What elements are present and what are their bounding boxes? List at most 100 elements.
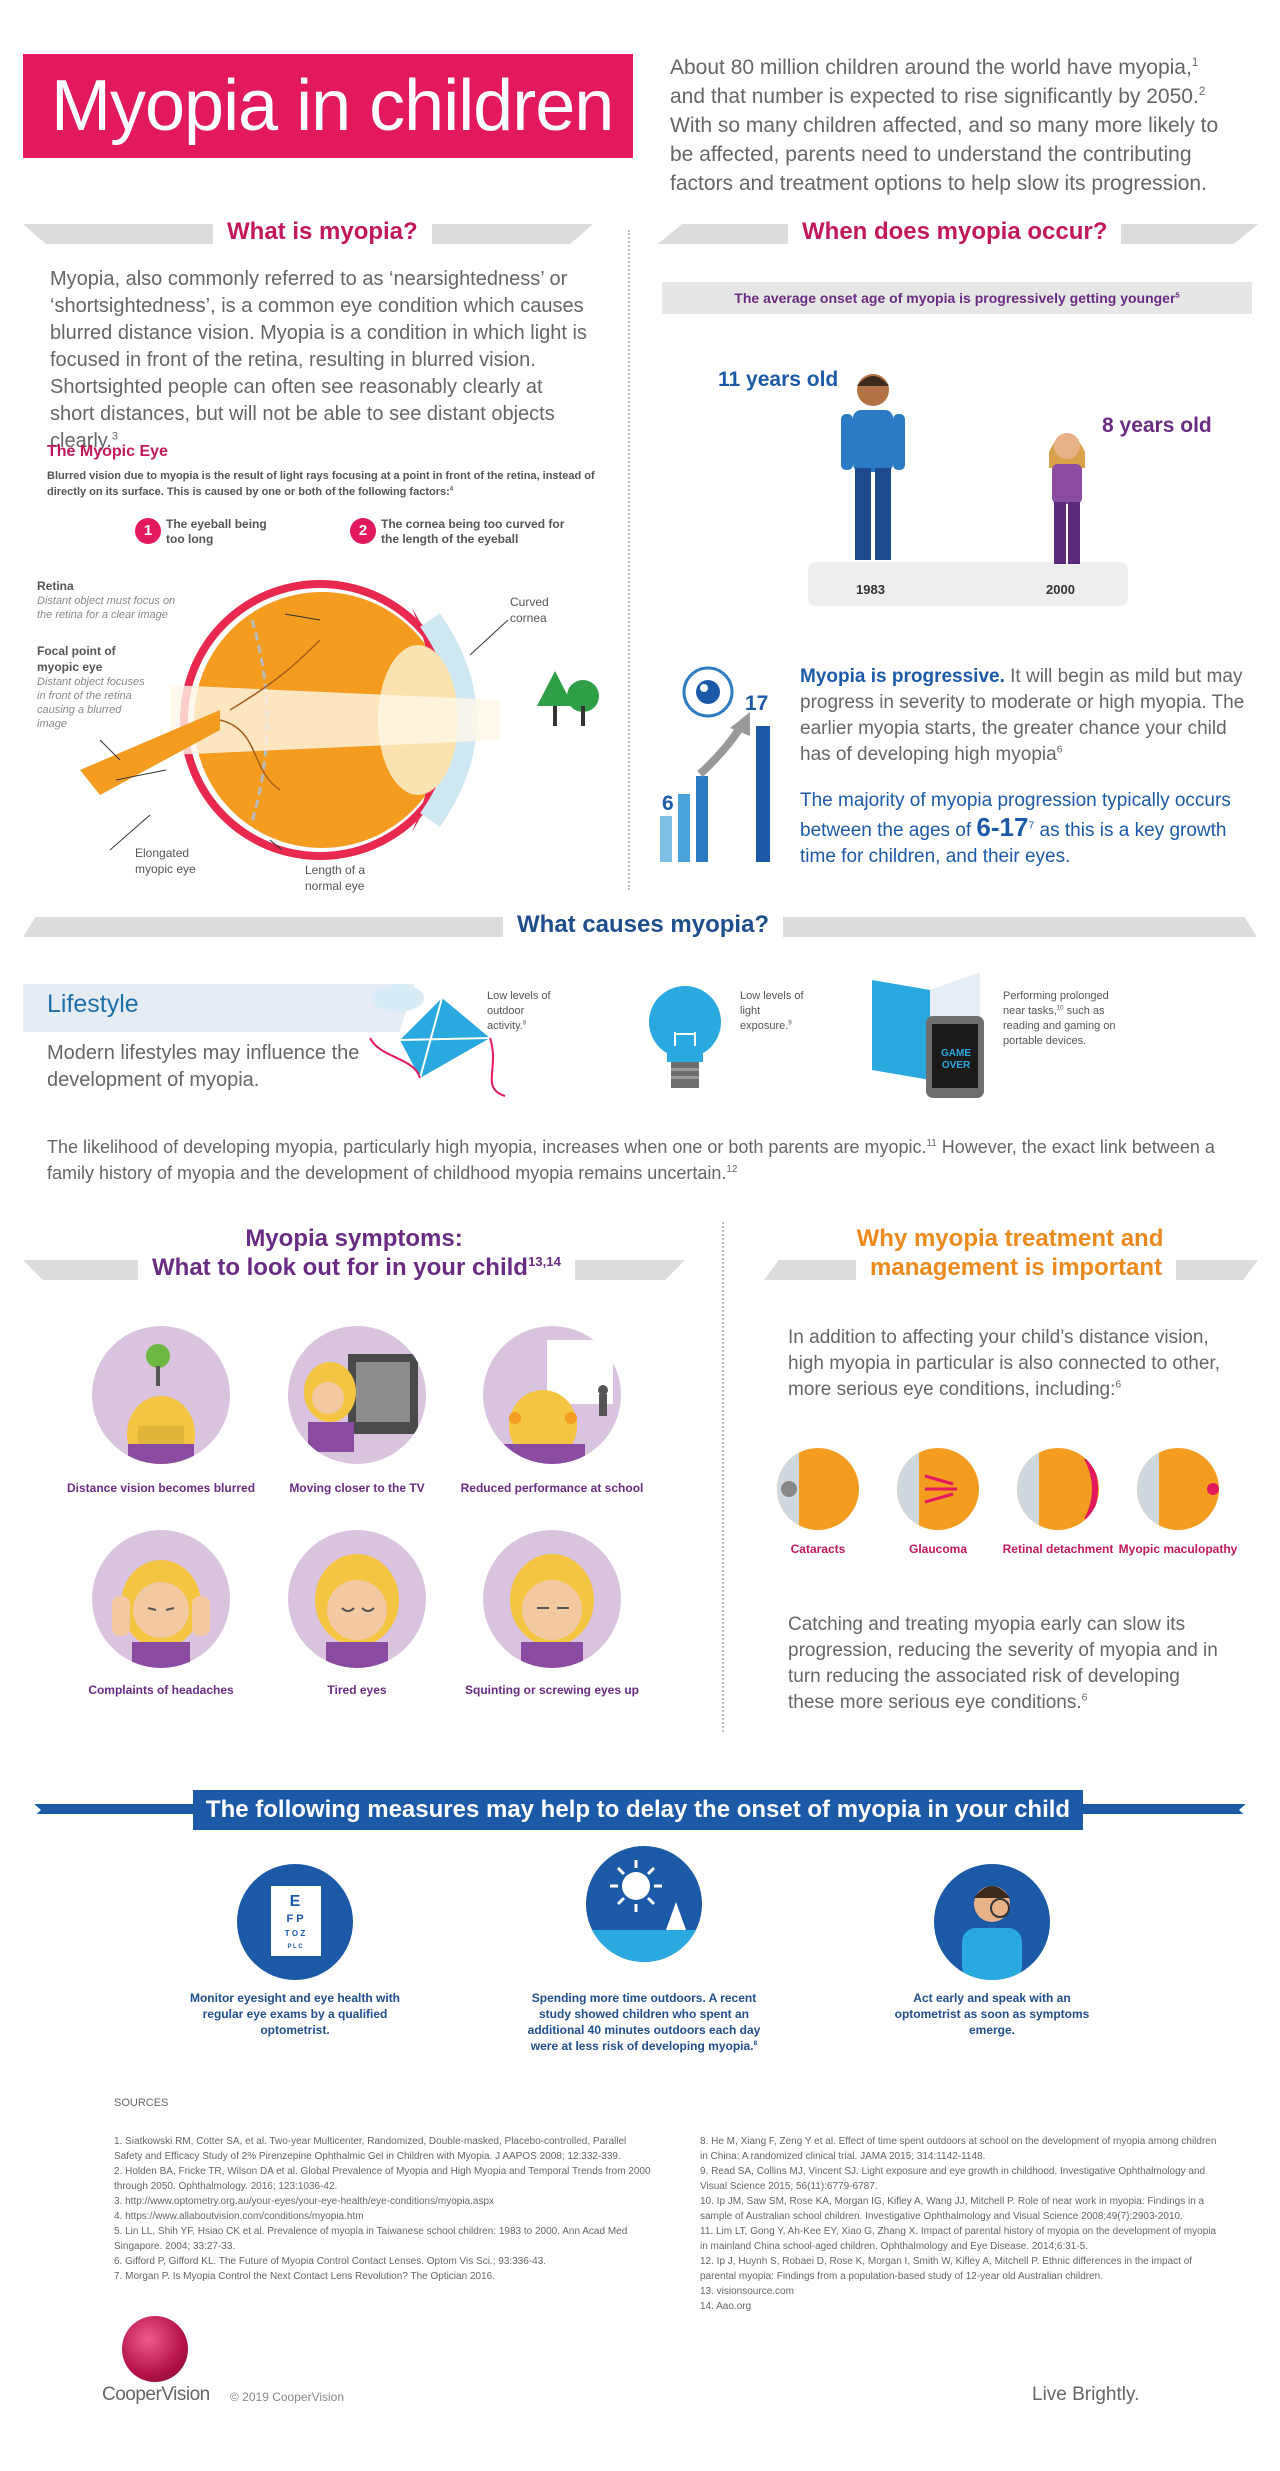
near-tasks-text: Performing prolonged near tasks,10 such … [1003, 990, 1116, 1047]
girl-illustration [1049, 433, 1085, 564]
condition-label: Retinal detachment [1002, 1542, 1114, 1556]
coopervision-logo-icon [122, 2316, 188, 2382]
normal-eye-length-label: Length of a normal eye [305, 863, 366, 893]
curved-cornea-label: Curved cornea [510, 595, 549, 625]
page-title: Myopia in children [23, 54, 633, 158]
myopic-eye-heading: The Myopic Eye [47, 443, 168, 460]
glaucoma-icon [897, 1448, 979, 1530]
why-intro-text: In addition to affecting your child’s di… [788, 1327, 1220, 1400]
symptom-tv-closer-icon [288, 1326, 426, 1464]
focal-point-label: Focal point of myopic eye Distant object… [37, 644, 145, 730]
column-divider [628, 230, 630, 890]
why-closing-text: Catching and treating myopia early can s… [788, 1614, 1218, 1713]
source-item: 3. http://www.optometry.org.au/your-eyes… [114, 2196, 494, 2207]
column-divider [722, 1222, 724, 1732]
what-is-myopia-heading: What is myopia? [213, 218, 432, 246]
symptom-school-performance-icon [483, 1326, 621, 1464]
progressive-text: Myopia is progressive. It will begin as … [800, 666, 1245, 765]
progression-chart [660, 666, 770, 862]
why-heading-line1: Why myopia treatment and [856, 1225, 1164, 1252]
year-2000: 2000 [1046, 582, 1075, 597]
outdoors-icon [586, 1846, 702, 1962]
measures-heading: The following measures may help to delay… [193, 1790, 1083, 1830]
tagline: Live Brightly. [1032, 2384, 1140, 2405]
causes-heading: What causes myopia? [503, 911, 784, 939]
sources-heading: SOURCES [114, 2097, 169, 2109]
elongated-eye-label: Elongated myopic eye [135, 846, 196, 876]
cataracts-icon [777, 1448, 859, 1530]
why-banner: management is important [764, 1254, 1258, 1282]
eye-chart-icon: E F P T O Z P L C [237, 1864, 353, 1980]
light-bulb-icon [649, 986, 721, 1088]
what-is-myopia-banner: What is myopia? [23, 218, 593, 246]
symptom-label: Tired eyes [327, 1683, 387, 1697]
measure-label: Act early and speak with an optometrist … [894, 1991, 1090, 2037]
year-1983: 1983 [856, 582, 885, 597]
condition-label: Cataracts [790, 1542, 846, 1556]
progression-high-label: 17 [745, 692, 769, 715]
source-item: 9. Read SA, Collins MJ, Vincent SJ. Ligh… [700, 2166, 1206, 2192]
family-history-text: The likelihood of developing myopia, par… [47, 1137, 1215, 1183]
symptom-label: Squinting or screwing eyes up [464, 1683, 640, 1697]
symptom-label: Complaints of headaches [88, 1683, 234, 1697]
source-item: 14. Aao.org [700, 2301, 752, 2312]
sources-right: 8. He M, Xiang F, Zeng Y et al. Effect o… [700, 2134, 1220, 2314]
age-1983-label: 11 years old [718, 368, 839, 391]
brand-name: CooperVision [102, 2384, 210, 2405]
lifestyle-text: Modern lifestyles may influence the deve… [47, 1042, 360, 1091]
age-2000-label: 8 years old [1102, 414, 1212, 437]
condition-label: Glaucoma [908, 1542, 968, 1556]
copyright: © 2019 CooperVision [230, 2390, 345, 2404]
boy-illustration [841, 374, 905, 560]
progression-low-label: 6 [662, 792, 674, 815]
source-item: 12. Ip J, Huynh S, Robaei D, Rose K, Mor… [700, 2256, 1193, 2282]
when-myopia-banner: When does myopia occur? [658, 218, 1258, 246]
factor-2-text: The cornea being too curved for the leng… [381, 517, 565, 546]
symptom-label: Moving closer to the TV [289, 1481, 425, 1495]
source-item: 2. Holden BA, Fricke TR, Wilson DA et al… [114, 2166, 651, 2192]
intro-paragraph: About 80 million children around the wor… [670, 56, 1219, 195]
optometrist-icon [934, 1864, 1050, 1980]
measure-label: Monitor eyesight and eye health with reg… [189, 1991, 401, 2037]
causes-banner: What causes myopia? [23, 911, 1257, 939]
when-myopia-heading: When does myopia occur? [788, 218, 1122, 246]
source-item: 13. visionsource.com [700, 2286, 794, 2297]
symptom-squinting-icon [483, 1530, 621, 1668]
symptom-blurred-vision-icon [92, 1326, 230, 1464]
eye-chart-letters: T O Z [285, 1929, 306, 1938]
source-item: 6. Gifford P, Gifford KL. The Future of … [114, 2256, 547, 2267]
measure-label: Spending more time outdoors. A recent st… [527, 1991, 761, 2053]
outdoor-activity-text: Low levels of outdoor activity.8 [487, 990, 551, 1032]
source-item: 4. https://www.allaboutvision.com/condit… [114, 2211, 364, 2222]
game-over-screen: GAME OVER [941, 1048, 971, 1071]
eye-chart-letters: F P [286, 1913, 303, 1925]
sources-left: 1. Siatkowski RM, Cotter SA, et al. Two-… [114, 2134, 654, 2284]
factor-2-badge: 2 [350, 518, 376, 544]
source-item: 7. Morgan P. Is Myopia Control the Next … [114, 2271, 495, 2282]
eye-chart-letters: E [290, 1893, 301, 1910]
symptom-label: Distance vision becomes blurred [66, 1481, 256, 1495]
lifestyle-title: Lifestyle [47, 990, 139, 1018]
myopic-eye-diagram [80, 580, 509, 860]
light-exposure-text: Low levels of light exposure.9 [740, 990, 804, 1032]
symptom-label: Reduced performance at school [460, 1481, 644, 1495]
factor-1-text: The eyeball being too long [166, 517, 267, 546]
why-heading-line2: management is important [856, 1254, 1177, 1282]
source-item: 1. Siatkowski RM, Cotter SA, et al. Two-… [114, 2136, 627, 2162]
symptom-tired-eyes-icon [288, 1530, 426, 1668]
symptoms-heading-line2: What to look out for in your child13,14 [138, 1254, 575, 1282]
eye-chart-letters: P L C [287, 1944, 303, 1950]
condition-label: Myopic maculopathy [1118, 1542, 1238, 1556]
years-platform [808, 562, 1128, 606]
retina-label: Retina Distant object must focus on the … [37, 579, 176, 621]
onset-subheading: The average onset age of myopia is progr… [662, 282, 1252, 314]
kite-icon [369, 984, 506, 1097]
tree-icon [537, 671, 599, 726]
source-item: 10. Ip JM, Saw SM, Rose KA, Morgan IG, K… [700, 2196, 1205, 2222]
retinal-detachment-icon [1017, 1448, 1099, 1530]
what-is-myopia-text: Myopia, also commonly referred to as ‘ne… [50, 268, 587, 452]
myopic-maculopathy-icon [1137, 1448, 1219, 1530]
symptoms-banner: What to look out for in your child13,14 [23, 1254, 685, 1282]
myopic-eye-text: Blurred vision due to myopia is the resu… [47, 470, 595, 498]
majority-progression-text: The majority of myopia progression typic… [800, 790, 1231, 867]
